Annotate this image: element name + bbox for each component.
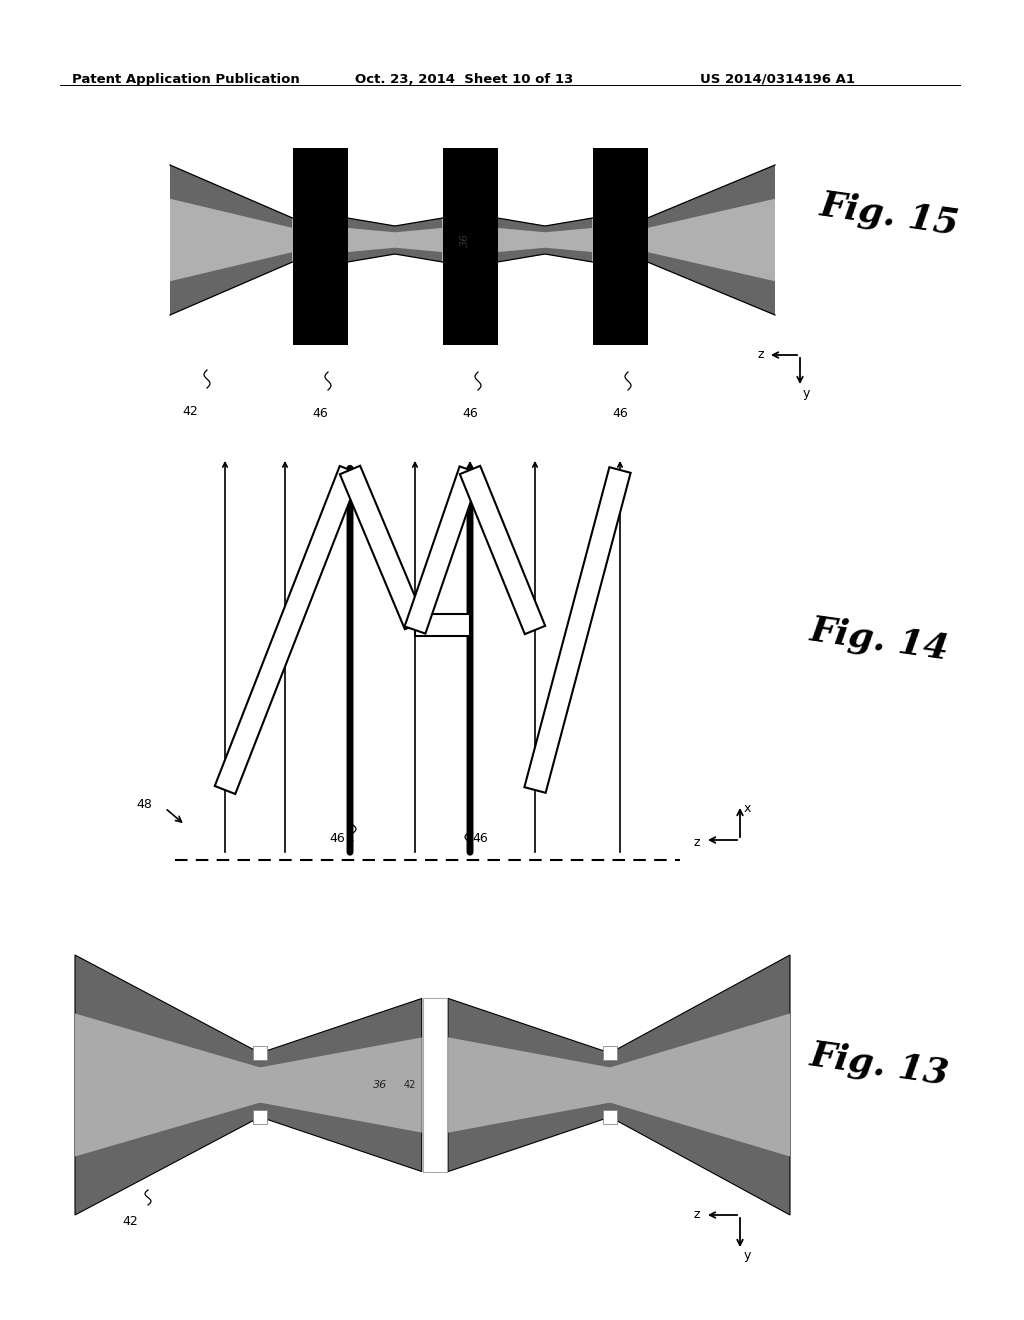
Text: US 2014/0314196 A1: US 2014/0314196 A1 bbox=[700, 73, 855, 86]
Polygon shape bbox=[524, 467, 631, 793]
Polygon shape bbox=[423, 998, 447, 1172]
Text: 48: 48 bbox=[136, 799, 152, 812]
Text: 42: 42 bbox=[403, 1080, 416, 1090]
Polygon shape bbox=[340, 466, 425, 630]
Polygon shape bbox=[253, 1110, 267, 1125]
Bar bbox=[593, 148, 647, 345]
Polygon shape bbox=[170, 165, 293, 315]
Text: Oct. 23, 2014  Sheet 10 of 13: Oct. 23, 2014 Sheet 10 of 13 bbox=[355, 73, 573, 86]
Text: x: x bbox=[744, 803, 752, 814]
Polygon shape bbox=[170, 199, 293, 281]
Polygon shape bbox=[215, 466, 360, 795]
Bar bbox=[293, 148, 347, 345]
Polygon shape bbox=[404, 466, 480, 634]
Text: z: z bbox=[693, 836, 700, 849]
Text: 36: 36 bbox=[373, 1080, 387, 1090]
Text: Fig. 14: Fig. 14 bbox=[808, 614, 951, 667]
Text: Fig. 13: Fig. 13 bbox=[808, 1038, 951, 1092]
Polygon shape bbox=[347, 218, 442, 261]
Text: 46: 46 bbox=[330, 832, 345, 845]
Text: 46: 46 bbox=[312, 407, 328, 420]
Text: Patent Application Publication: Patent Application Publication bbox=[72, 73, 300, 86]
Text: Fig. 15: Fig. 15 bbox=[818, 189, 962, 242]
Polygon shape bbox=[449, 1014, 790, 1156]
Polygon shape bbox=[603, 1110, 617, 1125]
Text: z: z bbox=[758, 348, 764, 362]
Polygon shape bbox=[498, 218, 593, 261]
Polygon shape bbox=[75, 954, 422, 1214]
Polygon shape bbox=[75, 1014, 422, 1156]
Polygon shape bbox=[647, 199, 775, 281]
Text: 46: 46 bbox=[472, 832, 487, 845]
Text: y: y bbox=[803, 387, 810, 400]
Text: 36: 36 bbox=[460, 232, 470, 247]
Polygon shape bbox=[449, 954, 790, 1214]
Polygon shape bbox=[415, 614, 470, 636]
Polygon shape bbox=[647, 165, 775, 315]
Polygon shape bbox=[460, 466, 545, 634]
Bar bbox=[442, 148, 498, 345]
Text: y: y bbox=[744, 1249, 752, 1262]
Polygon shape bbox=[253, 1045, 267, 1060]
Text: z: z bbox=[693, 1209, 700, 1221]
Text: 42: 42 bbox=[182, 405, 198, 418]
Text: 42: 42 bbox=[122, 1214, 138, 1228]
Text: 46: 46 bbox=[612, 407, 628, 420]
Polygon shape bbox=[347, 228, 442, 252]
Text: 46: 46 bbox=[462, 407, 478, 420]
Polygon shape bbox=[603, 1045, 617, 1060]
Polygon shape bbox=[498, 228, 593, 252]
